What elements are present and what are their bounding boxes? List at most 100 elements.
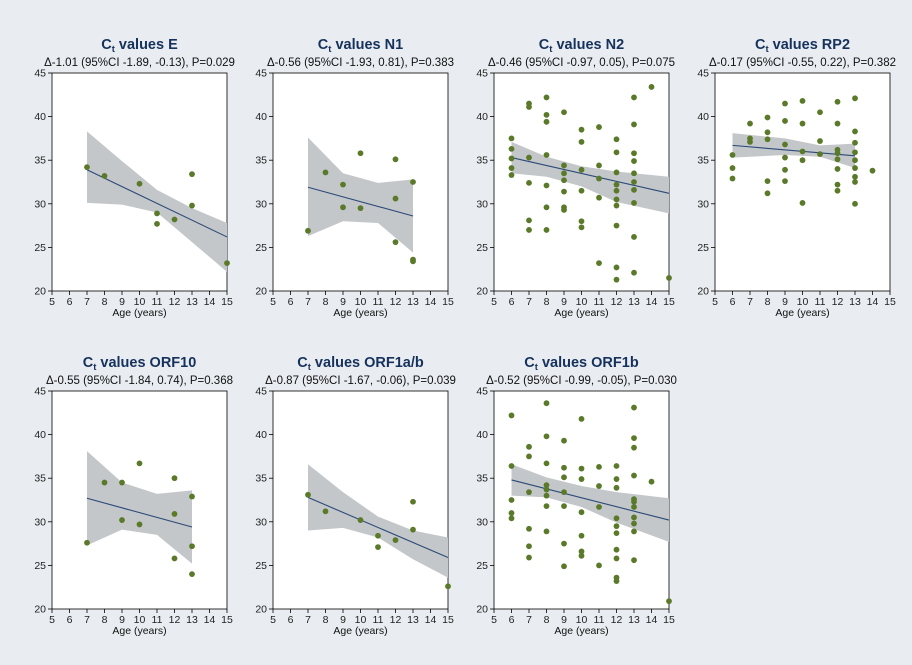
x-tick-label: 13 bbox=[186, 614, 198, 626]
x-tick-label: 15 bbox=[884, 296, 896, 308]
data-point bbox=[782, 166, 788, 173]
x-tick-label: 9 bbox=[119, 296, 125, 308]
data-point bbox=[834, 120, 841, 127]
data-point bbox=[852, 165, 858, 171]
x-tick-label: 8 bbox=[765, 296, 771, 308]
data-point bbox=[508, 463, 515, 469]
x-tick-label: 6 bbox=[288, 614, 294, 626]
data-point bbox=[578, 138, 585, 145]
data-point bbox=[526, 453, 532, 460]
chart-panel-4: Ct values RP2 Δ-0.17 (95%CI -0.55, 0.22),… bbox=[697, 37, 896, 319]
x-tick-label: 11 bbox=[594, 614, 605, 626]
x-tick-label: 5 bbox=[491, 296, 497, 308]
data-point bbox=[561, 177, 567, 184]
data-point bbox=[613, 169, 620, 176]
data-point bbox=[631, 404, 637, 411]
y-tick-label: 35 bbox=[34, 155, 46, 167]
x-tick-label: 14 bbox=[425, 296, 437, 308]
data-point bbox=[543, 94, 550, 101]
data-point bbox=[543, 482, 550, 489]
data-point bbox=[834, 98, 841, 105]
data-point bbox=[508, 515, 515, 522]
regression-line bbox=[511, 157, 670, 194]
data-point bbox=[392, 156, 399, 163]
data-point bbox=[596, 504, 602, 510]
data-point bbox=[631, 186, 637, 193]
data-point bbox=[799, 98, 806, 104]
regression-line bbox=[307, 186, 414, 217]
data-point bbox=[613, 515, 620, 522]
data-point bbox=[526, 227, 532, 233]
data-point bbox=[852, 173, 858, 180]
data-point bbox=[305, 491, 311, 498]
data-point bbox=[834, 181, 841, 188]
data-point bbox=[817, 109, 823, 116]
y-tick-label: 45 bbox=[697, 68, 709, 80]
panel-title: Ct values RP2 bbox=[755, 37, 850, 55]
regression-line bbox=[732, 144, 856, 157]
x-tick-label: 14 bbox=[646, 296, 658, 308]
data-point bbox=[613, 264, 620, 271]
x-tick-label: 13 bbox=[628, 296, 640, 308]
y-tick-label: 40 bbox=[476, 111, 488, 123]
data-point bbox=[410, 498, 416, 505]
y-tick-label: 30 bbox=[476, 198, 488, 210]
data-point bbox=[526, 554, 532, 561]
data-point bbox=[84, 164, 90, 171]
y-tick-label: 30 bbox=[34, 198, 46, 210]
y-tick-label: 25 bbox=[255, 242, 267, 254]
x-tick-label: 15 bbox=[221, 296, 233, 308]
x-axis-label: Age (years) bbox=[554, 307, 608, 319]
x-tick-label: 7 bbox=[305, 614, 311, 626]
x-tick-label: 11 bbox=[815, 296, 826, 308]
data-point bbox=[136, 180, 143, 187]
confidence-band bbox=[87, 451, 192, 564]
x-tick-label: 7 bbox=[305, 296, 311, 308]
panel-title: Ct values ORF1a/b bbox=[297, 355, 424, 373]
data-point bbox=[596, 194, 602, 201]
y-tick-label: 30 bbox=[255, 516, 267, 528]
data-point bbox=[101, 172, 108, 179]
data-point bbox=[834, 187, 841, 194]
data-point bbox=[543, 528, 550, 535]
data-point bbox=[729, 175, 736, 182]
x-tick-label: 10 bbox=[134, 614, 146, 626]
data-point bbox=[508, 412, 515, 419]
y-tick-label: 25 bbox=[34, 560, 46, 572]
y-tick-label: 20 bbox=[476, 604, 488, 616]
data-point bbox=[764, 129, 771, 136]
data-point bbox=[561, 207, 567, 213]
data-point bbox=[613, 202, 620, 209]
data-point bbox=[631, 158, 637, 164]
data-point bbox=[613, 555, 620, 562]
x-tick-label: 8 bbox=[323, 614, 329, 626]
data-point bbox=[613, 484, 620, 491]
x-tick-label: 10 bbox=[576, 296, 588, 308]
y-tick-label: 20 bbox=[34, 604, 46, 616]
y-tick-label: 25 bbox=[34, 242, 46, 254]
data-point bbox=[561, 170, 567, 177]
x-tick-label: 15 bbox=[221, 614, 233, 626]
y-tick-label: 25 bbox=[476, 560, 488, 572]
data-point bbox=[410, 258, 416, 265]
data-point bbox=[631, 504, 637, 510]
data-point bbox=[782, 154, 788, 161]
data-point bbox=[817, 138, 823, 144]
data-point bbox=[410, 526, 416, 533]
data-point bbox=[764, 190, 771, 197]
data-point bbox=[613, 530, 620, 537]
panel-subtitle: Δ-0.17 (95%CI -0.55, 0.22), P=0.382 bbox=[709, 57, 896, 69]
data-point bbox=[613, 578, 620, 584]
panel-subtitle: Δ-0.52 (95%CI -0.99, -0.05), P=0.030 bbox=[486, 375, 677, 387]
data-point bbox=[526, 443, 532, 450]
y-tick-label: 35 bbox=[476, 473, 488, 485]
y-tick-label: 20 bbox=[255, 286, 267, 298]
data-point bbox=[189, 493, 195, 500]
data-point bbox=[136, 460, 143, 467]
y-tick-label: 20 bbox=[476, 286, 488, 298]
data-point bbox=[508, 165, 515, 171]
x-tick-label: 14 bbox=[204, 614, 216, 626]
data-point bbox=[596, 162, 602, 169]
x-tick-label: 12 bbox=[390, 296, 402, 308]
